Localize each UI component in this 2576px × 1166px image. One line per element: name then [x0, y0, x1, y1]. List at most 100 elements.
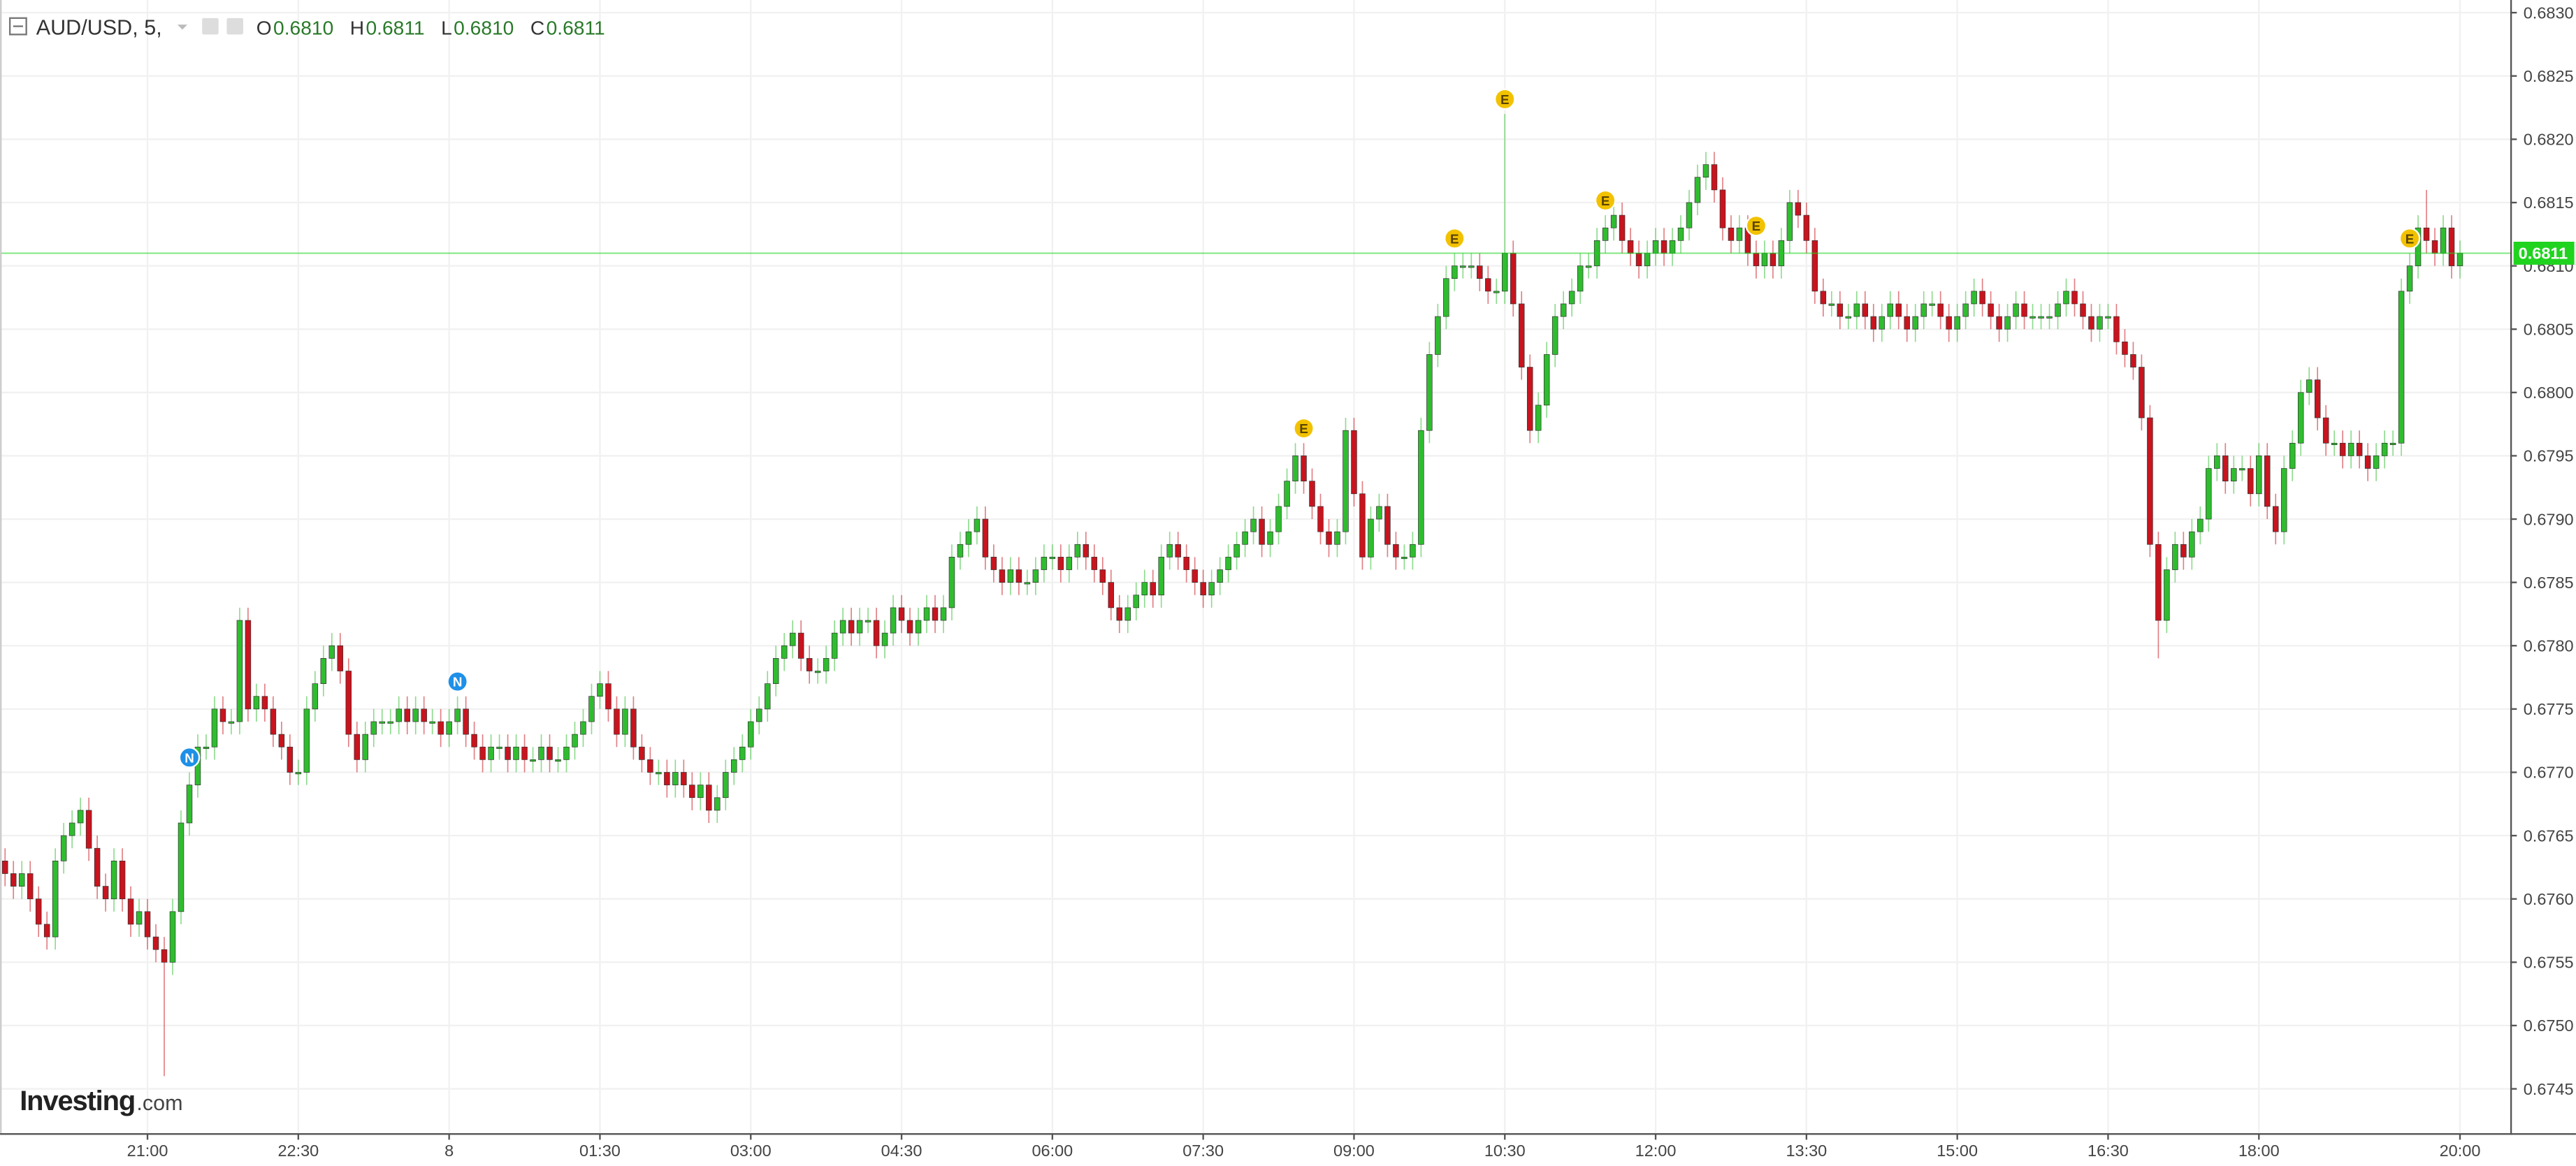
y-tick-label: 0.6755	[2524, 954, 2574, 972]
candle-body	[337, 645, 344, 671]
candle-body	[2029, 316, 2036, 319]
event-marker	[1493, 88, 1516, 110]
candle-body	[1602, 227, 1609, 241]
candle-body	[521, 746, 528, 760]
candle-body	[1259, 518, 1265, 545]
candle-body	[68, 822, 75, 836]
candle-body	[530, 759, 536, 762]
candle-body	[1988, 303, 1994, 317]
candle-body	[1267, 531, 1273, 545]
candle-body	[1686, 202, 1693, 228]
candle-body	[1116, 607, 1123, 621]
event-marker	[178, 747, 201, 768]
ohlc-key: C	[530, 16, 544, 38]
candle-body	[43, 924, 50, 938]
event-label: E	[1450, 231, 1459, 246]
candle-body	[555, 759, 561, 762]
candle-body	[714, 797, 721, 811]
x-tick-label: 8	[444, 1142, 454, 1160]
candle-body	[2164, 569, 2170, 621]
candle-body	[1770, 253, 1777, 266]
dropdown-arrow[interactable]	[177, 24, 188, 30]
candle-body	[614, 708, 620, 735]
y-tick-label: 0.6805	[2524, 320, 2574, 338]
candle-body	[681, 772, 687, 785]
candle-body	[1493, 291, 1500, 293]
candle-body	[1502, 253, 1508, 292]
candle-body	[2130, 354, 2136, 367]
candle-body	[2038, 316, 2044, 319]
candle-body	[1057, 557, 1064, 570]
event-label: E	[2405, 231, 2415, 246]
candle-body	[2448, 227, 2455, 266]
candle-body	[1895, 303, 1902, 317]
candle-body	[597, 683, 603, 697]
close-icon[interactable]	[226, 17, 243, 35]
candle-body	[639, 746, 645, 760]
x-tick-label: 15:00	[1937, 1142, 1978, 1160]
candle-body	[2389, 442, 2396, 445]
y-tick-label: 0.6765	[2524, 826, 2574, 845]
candle-body	[2272, 506, 2279, 532]
y-tick-label: 0.6770	[2524, 764, 2574, 782]
collapse-button[interactable]	[8, 17, 27, 36]
candle-body	[1443, 278, 1449, 317]
candle-body	[1761, 253, 1768, 266]
candle-body	[797, 632, 804, 659]
candle-body	[404, 708, 410, 722]
candle-body	[287, 746, 294, 773]
candle-body	[2406, 265, 2413, 292]
candle-body	[789, 632, 796, 646]
candle-body	[513, 746, 519, 760]
candle-body	[814, 671, 821, 673]
ohlc-value: 0.6810	[454, 16, 514, 38]
candle-body	[1351, 430, 1357, 495]
candle-body	[136, 911, 143, 925]
candle-body	[2314, 379, 2321, 418]
ohlc-legend: O 0.6810 H 0.6811 L 0.6810 C 0.6811	[256, 16, 605, 38]
candle-body	[295, 772, 302, 775]
candle-body	[1786, 202, 1793, 241]
watermark-domain: .com	[136, 1091, 182, 1115]
candle-body	[1644, 253, 1651, 266]
candle-body	[697, 785, 704, 799]
candle-body	[622, 708, 628, 735]
candle-body	[270, 708, 277, 735]
overlay: 0.6811 N N E E E E E E	[0, 88, 2575, 768]
candle-body	[1660, 240, 1667, 254]
candle-body	[479, 746, 486, 760]
y-tick-label: 0.6825	[2524, 67, 2574, 85]
candle-body	[253, 696, 260, 710]
candle-body	[2423, 227, 2430, 241]
x-tick-label: 10:30	[1484, 1142, 1526, 1160]
candle-body	[1124, 607, 1131, 621]
candle-body	[1870, 316, 1877, 330]
candle-body	[2004, 316, 2011, 330]
candle-body	[2172, 544, 2178, 570]
candle-body	[2364, 456, 2371, 469]
candle-body	[2264, 456, 2271, 507]
candle-body	[940, 607, 947, 621]
ohlc-key: O	[256, 16, 272, 38]
candle-body	[1518, 303, 1525, 367]
candle-body	[245, 620, 252, 710]
candle-body	[2189, 531, 2195, 558]
candle-body	[856, 620, 863, 634]
candle-body	[236, 620, 243, 722]
event-label: N	[184, 750, 194, 765]
candle-body	[2331, 442, 2338, 445]
settings-icon[interactable]	[202, 17, 219, 35]
event-marker	[1293, 417, 1315, 439]
candle-body	[1585, 265, 1592, 268]
candle-body	[848, 620, 855, 634]
candle-body	[890, 607, 897, 634]
candle-body	[1317, 506, 1324, 532]
candle-body	[1803, 214, 1810, 241]
candle-body	[1702, 164, 1709, 178]
candle-body	[656, 772, 662, 775]
x-tick-label: 07:30	[1182, 1142, 1224, 1160]
candle-body	[1384, 506, 1391, 545]
candle-body	[2080, 303, 2086, 317]
candle-body	[421, 708, 427, 722]
candle-body	[2322, 417, 2329, 444]
